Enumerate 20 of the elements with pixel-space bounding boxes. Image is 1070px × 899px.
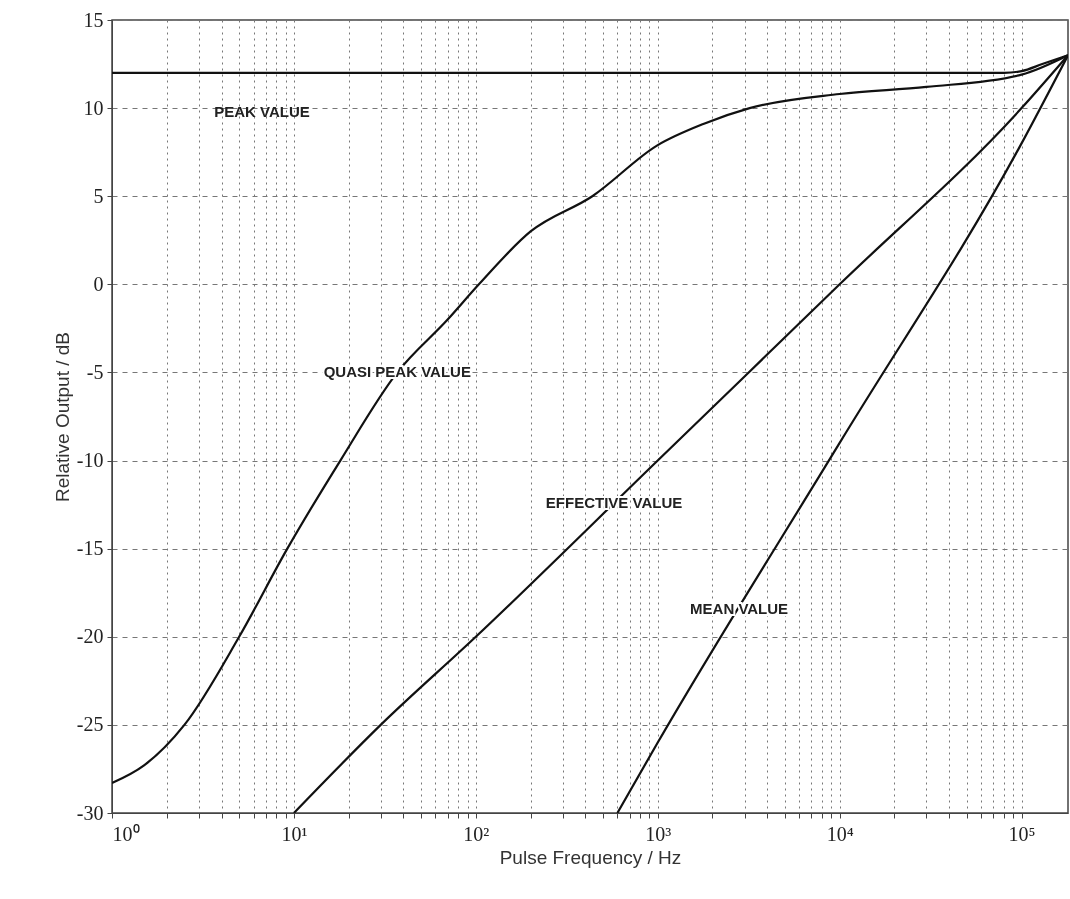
y-tick-label: 5	[93, 184, 104, 207]
x-tick-label: 10¹	[281, 822, 308, 845]
x-axis-title: Pulse Frequency / Hz	[499, 846, 682, 868]
y-tick-label: -10	[76, 449, 104, 472]
y-tick-label: -5	[86, 360, 104, 383]
x-tick-label: 10⁰	[112, 822, 140, 845]
y-tick-label: -30	[76, 801, 104, 824]
y-tick-label: 15	[83, 8, 104, 31]
x-tick-label: 10⁴	[826, 822, 854, 845]
y-axis-title: Relative Output / dB	[51, 331, 73, 503]
y-tick-label: -25	[76, 713, 104, 736]
y-tick-label: -20	[76, 625, 104, 648]
y-tick-label: 0	[93, 272, 104, 295]
x-tick-label: 10²	[463, 822, 490, 845]
annotation: PEAK VALUE	[214, 103, 310, 120]
y-tick-label: -15	[76, 537, 104, 560]
x-tick-label: 10³	[645, 822, 672, 845]
y-tick-label: 10	[83, 96, 104, 119]
x-tick-label: 10⁵	[1008, 822, 1036, 845]
annotation: MEAN VALUE	[690, 599, 789, 617]
